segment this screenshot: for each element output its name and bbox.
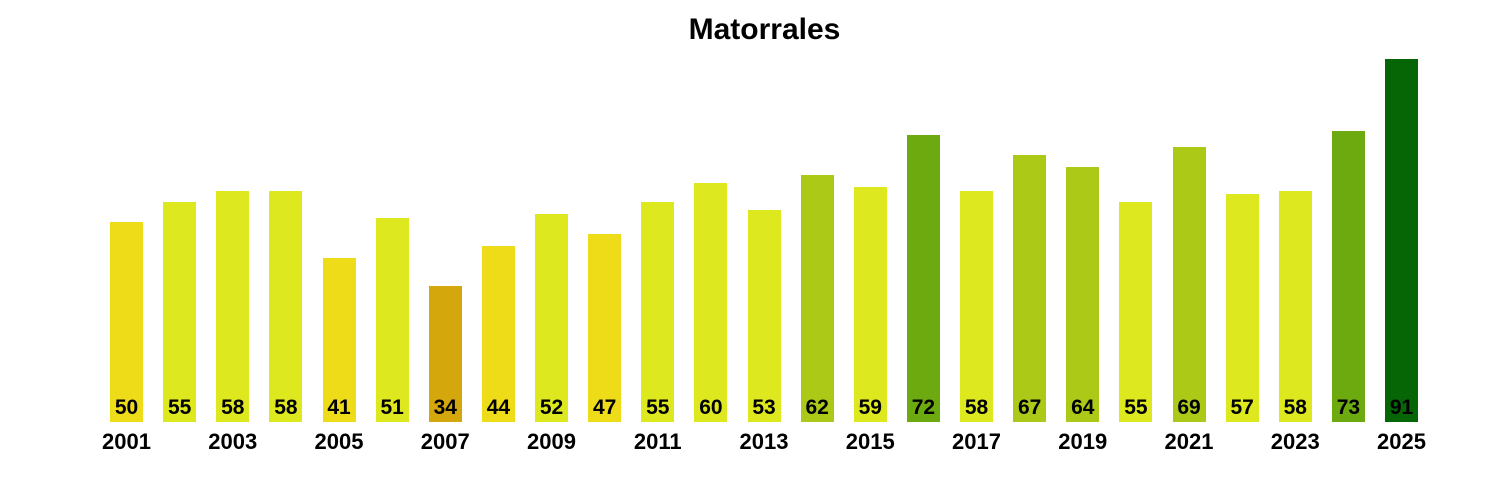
- bar-value-label-2006: 51: [380, 396, 404, 419]
- bar-2004: [269, 190, 303, 422]
- bar-value-label-2015: 59: [858, 396, 882, 419]
- bar-value-label-2021: 69: [1177, 396, 1201, 419]
- bar-value-label-2016: 72: [911, 396, 936, 419]
- x-tick-label-2023: 2023: [1270, 429, 1320, 454]
- bar-2014: [800, 174, 834, 422]
- bar-2011: [641, 202, 675, 422]
- x-tick-label-2003: 2003: [208, 429, 258, 454]
- x-tick-label-2001: 2001: [102, 429, 151, 454]
- bar-value-label-2011: 55: [646, 396, 670, 419]
- bar-value-label-2014: 62: [805, 396, 829, 419]
- bar-value-label-2010: 47: [592, 396, 617, 419]
- bar-value-label-2003: 58: [221, 396, 245, 419]
- bar-value-label-2022: 57: [1230, 396, 1254, 419]
- x-tick-label-2019: 2019: [1058, 429, 1108, 454]
- x-tick-label-2025: 2025: [1377, 429, 1426, 454]
- bar-2018: [1013, 154, 1047, 422]
- bar-value-label-2004: 58: [274, 396, 298, 419]
- bar-2015: [853, 186, 887, 422]
- bar-2016: [906, 134, 940, 422]
- bar-2013: [747, 210, 781, 422]
- bar-2007: [428, 286, 462, 422]
- bar-2012: [694, 182, 728, 422]
- bar-value-label-2013: 53: [752, 396, 776, 419]
- bar-value-label-2009: 52: [539, 396, 564, 419]
- bar-value-label-2019: 64: [1071, 396, 1095, 419]
- bar-2003: [216, 190, 250, 422]
- bar-2009: [535, 214, 568, 422]
- bar-value-label-2005: 41: [327, 396, 351, 419]
- bar-2001: [110, 222, 143, 422]
- x-tick-label-2007: 2007: [420, 429, 470, 454]
- bar-value-label-2002: 55: [167, 396, 192, 419]
- x-tick-label-2011: 2011: [633, 429, 682, 454]
- bar-2017: [960, 190, 993, 422]
- bar-2022: [1225, 194, 1259, 422]
- bar-2005: [322, 258, 356, 422]
- chart-title: Matorrales: [688, 13, 841, 46]
- bar-value-label-2018: 67: [1017, 396, 1042, 419]
- x-tick-label-2009: 2009: [527, 429, 576, 454]
- bar-value-label-2025: 91: [1389, 396, 1414, 419]
- bar-2025: [1385, 59, 1418, 422]
- bar-value-label-2023: 58: [1283, 396, 1307, 419]
- bar-value-label-2012: 60: [699, 396, 723, 419]
- bar-value-label-2007: 34: [433, 396, 457, 419]
- bar-2006: [375, 218, 409, 422]
- bar-2023: [1278, 190, 1312, 422]
- x-tick-label-2017: 2017: [952, 429, 1001, 454]
- bar-2021: [1172, 146, 1206, 422]
- bar-value-label-2001: 50: [114, 396, 139, 419]
- bar-value-label-2024: 73: [1336, 396, 1361, 419]
- x-tick-label-2015: 2015: [845, 429, 895, 454]
- bar-2024: [1331, 130, 1365, 422]
- bar-2010: [588, 234, 622, 422]
- bar-2008: [481, 246, 515, 422]
- bar-value-label-2017: 58: [964, 396, 989, 419]
- x-tick-label-2021: 2021: [1164, 429, 1214, 454]
- x-tick-label-2005: 2005: [314, 429, 364, 454]
- bar-2002: [163, 202, 197, 422]
- bar-2019: [1066, 166, 1100, 422]
- bar-2020: [1119, 202, 1153, 422]
- bar-value-label-2008: 44: [486, 396, 511, 419]
- bar-value-label-2020: 55: [1124, 396, 1148, 419]
- x-tick-label-2013: 2013: [739, 429, 789, 454]
